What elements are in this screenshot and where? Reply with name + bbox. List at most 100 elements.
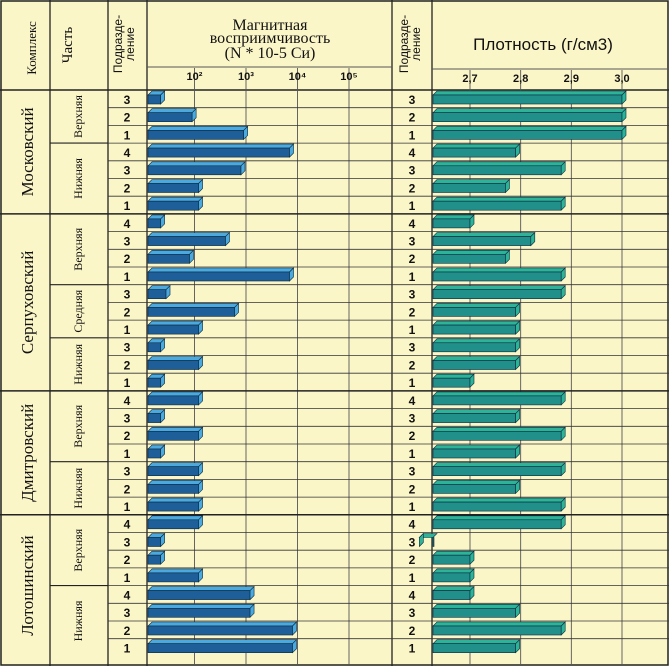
bar-front-face <box>147 395 199 406</box>
bar-front-face <box>432 484 516 494</box>
bar-top-face <box>432 568 475 574</box>
header-complex-label: Комплекс <box>24 21 39 75</box>
magnetic-bar <box>147 125 249 141</box>
subdivision-label-right: 1 <box>409 199 416 213</box>
bar-top-face <box>432 90 627 96</box>
bar-front-face <box>432 643 516 654</box>
bar-top-face <box>147 497 204 503</box>
subdivision-label: 1 <box>124 323 131 337</box>
bar-front-face <box>147 236 226 246</box>
bar-front-face <box>432 324 516 335</box>
subdivision-label-right: 3 <box>409 93 416 107</box>
bar-front-face <box>432 147 516 158</box>
density-bar <box>432 267 566 282</box>
bar-front-face <box>147 307 235 317</box>
bar-end-face <box>560 161 566 176</box>
bar-top-face <box>432 497 566 503</box>
subdivision-label: 1 <box>124 199 131 213</box>
subdivision-label: 4 <box>124 518 131 532</box>
bar-front-face <box>147 200 199 211</box>
subdivision-label: 1 <box>124 571 131 585</box>
magnetic-bar <box>147 532 166 548</box>
bar-end-face <box>160 444 165 459</box>
bar-end-face <box>530 231 536 247</box>
bar-end-face <box>160 214 165 229</box>
bar-end-face <box>198 320 203 335</box>
subdivision-label-right: 2 <box>409 252 416 266</box>
bar-front-face <box>432 501 562 512</box>
density-bar <box>432 320 521 335</box>
subdivision-label-right: 2 <box>409 111 416 125</box>
magnetic-bar <box>147 249 195 265</box>
bar-end-face <box>515 320 520 335</box>
bar-end-face <box>234 302 239 318</box>
magnetic-bar <box>147 302 240 318</box>
bar-front-face <box>147 165 242 176</box>
bar-front-face <box>432 360 516 370</box>
magnetic-bar <box>147 338 166 353</box>
bar-top-face <box>432 338 521 344</box>
bar-top-face <box>147 126 249 131</box>
bar-end-face <box>469 373 475 388</box>
subdivision-label-right: 4 <box>409 394 416 408</box>
bar-top-face <box>147 586 255 591</box>
subdivision-label: 2 <box>124 624 131 638</box>
magnetic-bar <box>147 196 204 211</box>
bar-top-face <box>147 196 204 202</box>
bar-front-face <box>147 572 199 583</box>
bar-front-face <box>432 165 562 176</box>
bar-end-face <box>560 621 566 636</box>
subdivision-label: 4 <box>124 146 131 160</box>
bar-end-face <box>560 267 566 282</box>
density-bar <box>432 214 475 229</box>
density-bar <box>432 249 511 265</box>
subdivision-label: 1 <box>124 376 131 390</box>
bar-end-face <box>621 125 627 141</box>
bar-end-face <box>160 338 165 353</box>
subdivision-label-right: 2 <box>409 553 416 567</box>
bar-front-face <box>432 200 562 211</box>
bar-end-face <box>198 426 203 442</box>
bar-front-face <box>147 607 251 618</box>
bar-front-face <box>432 519 562 530</box>
part-label: Средняя <box>71 289 85 332</box>
bar-end-face <box>160 90 165 105</box>
subdivision-label-right: 2 <box>409 429 416 443</box>
bar-front-face <box>432 183 506 193</box>
bar-front-face <box>432 572 471 583</box>
bar-front-face <box>147 271 290 282</box>
magnetic-bar <box>147 621 298 636</box>
bar-end-face <box>515 603 520 619</box>
subdivision-label: 2 <box>124 111 131 125</box>
magnetic-bar <box>147 320 204 335</box>
density-bar <box>432 638 521 654</box>
bars-layer <box>147 90 627 654</box>
bar-front-face <box>147 324 199 335</box>
subdivision-label: 3 <box>124 234 131 248</box>
bar-end-face <box>249 603 255 619</box>
bar-end-face <box>469 568 475 583</box>
bar-end-face <box>469 550 475 565</box>
magnetic-bar <box>147 568 204 583</box>
density-bar <box>432 161 566 176</box>
bar-end-face <box>505 178 510 194</box>
subdivision-label: 1 <box>124 270 131 284</box>
magnetic-bar <box>147 161 246 176</box>
labels-layer: 10² 10³ 10⁴ 10⁵ 2,7 2,8 2,9 3,0 3 3 2 2 1 1 4 4 3 3 2 2 1 1 4 4… <box>18 71 630 656</box>
subdivision-label: 2 <box>124 181 131 195</box>
complex-label: Лотошинский <box>18 535 37 635</box>
bar-front-face <box>147 448 161 459</box>
density-bar <box>432 479 521 495</box>
bar-front-face <box>147 554 161 565</box>
bar-front-face <box>432 94 623 105</box>
subdivision-label-right: 2 <box>409 305 416 319</box>
bar-end-face <box>515 408 520 424</box>
bar-front-face <box>432 130 623 140</box>
magnetic-bar <box>147 267 295 282</box>
subdivision-label-right: 3 <box>409 411 416 425</box>
bar-top-face <box>432 426 566 432</box>
bar-front-face <box>147 484 199 494</box>
bar-top-face <box>432 303 521 308</box>
bar-front-face <box>147 537 161 547</box>
